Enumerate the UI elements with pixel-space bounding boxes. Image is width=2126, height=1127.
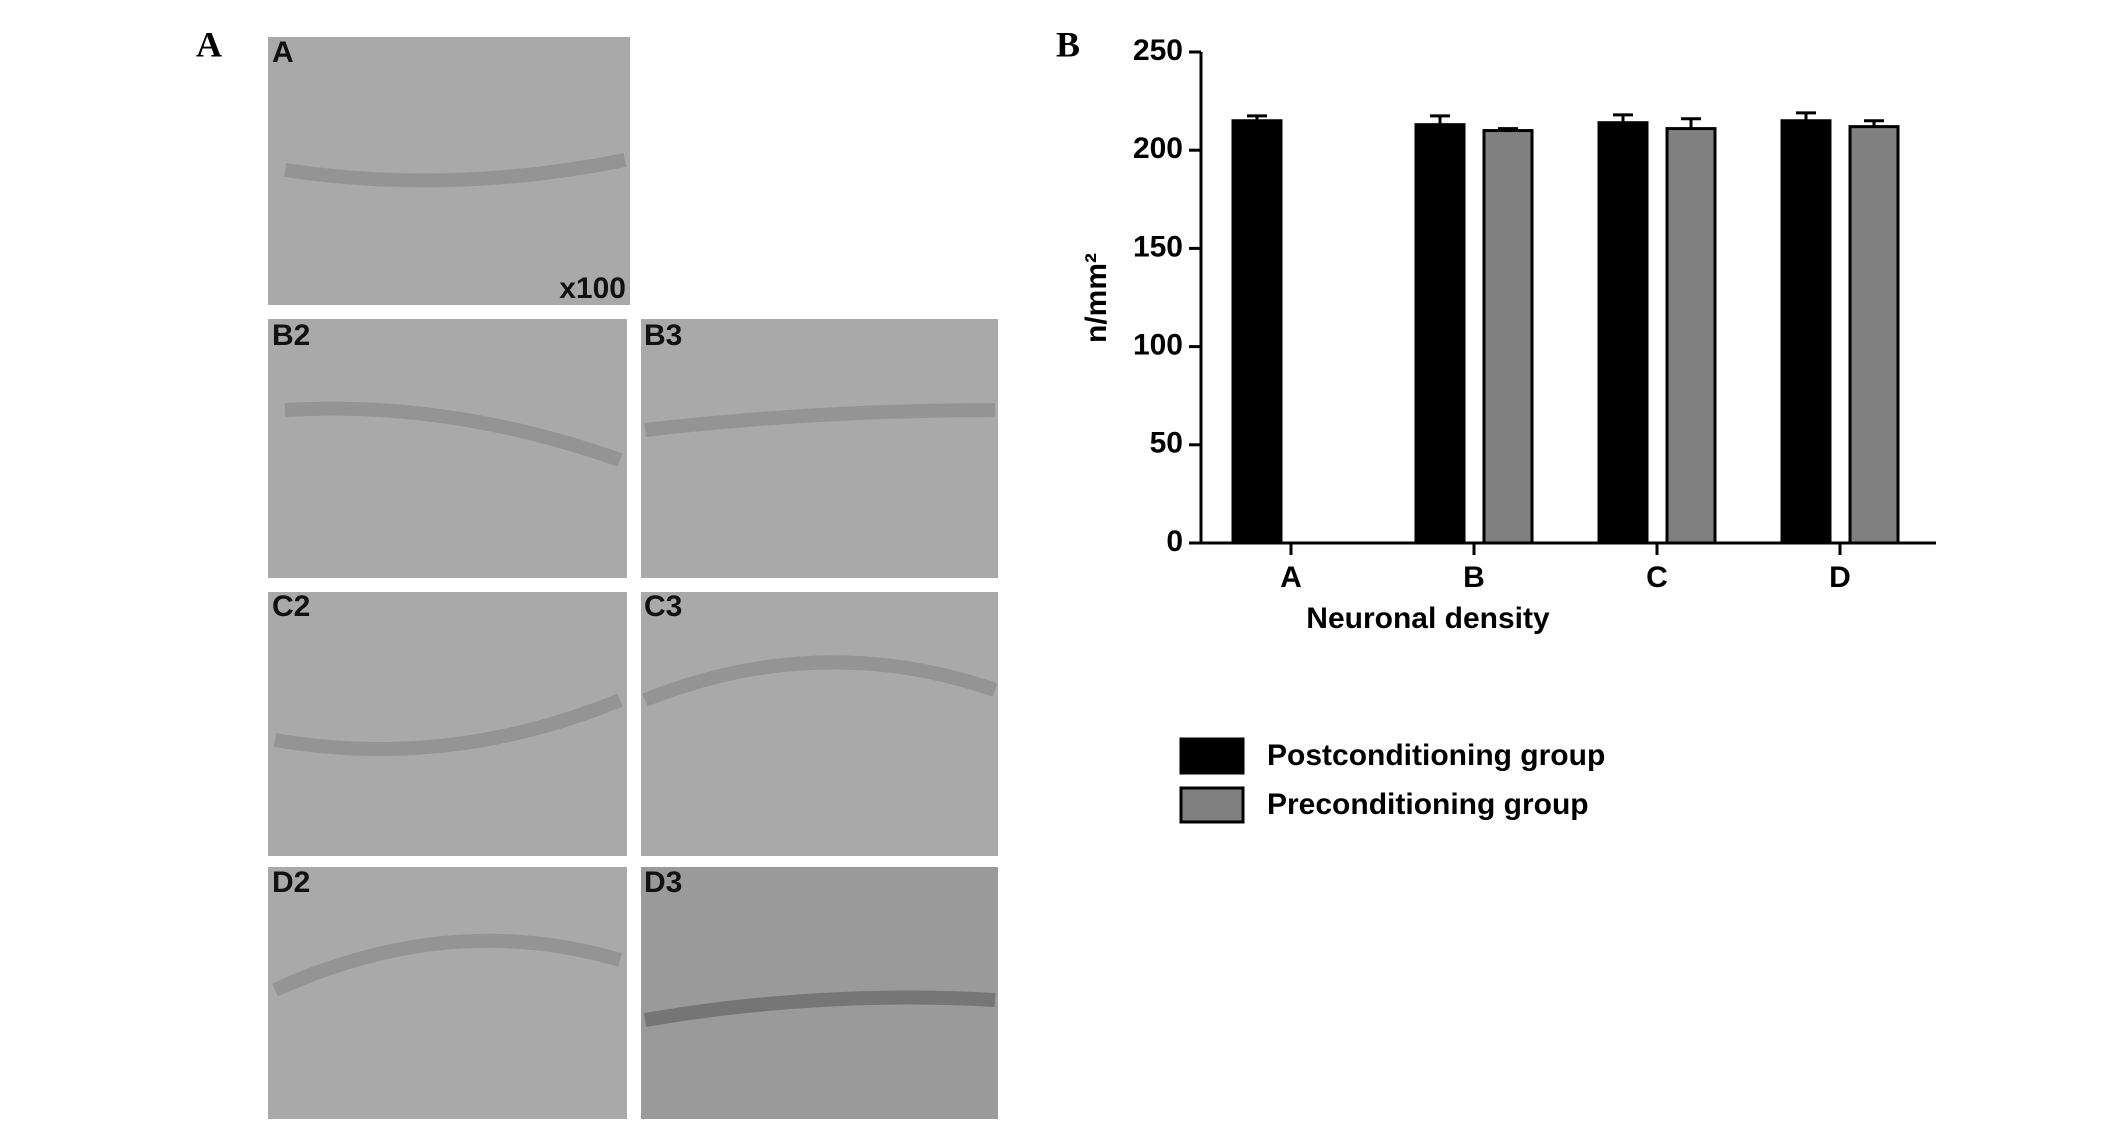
cell-layer — [273, 693, 623, 756]
error-bar — [1796, 111, 1816, 121]
bar — [1597, 121, 1649, 545]
micrograph-label: A — [272, 36, 294, 69]
micrograph-label: D3 — [644, 866, 682, 899]
cell-layer — [272, 933, 622, 997]
micrographs — [268, 37, 998, 1119]
error-bar — [1247, 114, 1267, 121]
y-tick-label: 150 — [1133, 230, 1183, 263]
cell-layer — [643, 990, 996, 1027]
cell-layers — [272, 153, 998, 1027]
y-tick-label: 250 — [1133, 34, 1183, 67]
y-tick-label: 200 — [1133, 132, 1183, 165]
micrograph — [641, 592, 998, 856]
error-bar — [1613, 113, 1633, 123]
x-tick-label: D — [1829, 561, 1851, 594]
legend-label: Postconditioning group — [1267, 739, 1605, 772]
magnification: x100 — [559, 272, 626, 305]
x-tick-label: C — [1646, 561, 1668, 594]
error-bar — [1430, 114, 1450, 125]
micrograph-label: D2 — [272, 866, 310, 899]
cell-layer — [283, 153, 627, 188]
bar — [1665, 127, 1717, 545]
y-axis-label: n/mm² — [1080, 253, 1113, 343]
cell-layer — [284, 401, 623, 467]
x-axis-label: Neuronal density — [1306, 602, 1550, 635]
legend-swatch — [1179, 737, 1245, 775]
bar — [1482, 129, 1534, 545]
x-tick-label: B — [1463, 561, 1485, 594]
micrograph — [641, 319, 998, 578]
micrograph-label: C2 — [272, 590, 310, 623]
legend-swatch — [1179, 786, 1245, 824]
cell-layer — [642, 655, 998, 707]
error-bar — [1681, 117, 1701, 129]
error-bar — [1864, 119, 1884, 127]
panel-label: B — [1056, 24, 1080, 64]
bar — [1848, 125, 1900, 545]
y-tick-label: 100 — [1133, 329, 1183, 362]
legend-label: Preconditioning group — [1267, 788, 1589, 821]
bar — [1231, 119, 1283, 545]
cell-layer — [644, 403, 996, 437]
y-tick-label: 0 — [1166, 525, 1183, 558]
micrograph — [268, 867, 627, 1119]
panel-label: A — [196, 24, 222, 64]
micrograph-label: B3 — [644, 319, 682, 352]
micrograph-label: B2 — [272, 319, 310, 352]
micrograph-label: C3 — [644, 590, 682, 623]
bar — [1780, 119, 1832, 545]
x-tick-label: A — [1280, 561, 1302, 594]
bar — [1414, 123, 1466, 545]
error-bar — [1498, 127, 1518, 131]
y-tick-label: 50 — [1150, 427, 1183, 460]
